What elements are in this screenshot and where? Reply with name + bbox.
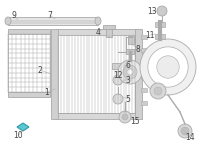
Bar — [8, 29, 50, 34]
Text: 4: 4 — [96, 27, 100, 36]
Bar — [51, 29, 58, 119]
Bar — [55, 113, 138, 119]
Bar — [135, 29, 142, 119]
Text: 6: 6 — [126, 61, 130, 70]
Circle shape — [150, 83, 166, 99]
Text: 3: 3 — [126, 76, 130, 85]
Circle shape — [178, 124, 192, 138]
Bar — [8, 34, 50, 92]
Bar — [155, 22, 165, 27]
Bar — [8, 20, 98, 24]
Circle shape — [140, 39, 196, 95]
Text: 13: 13 — [147, 6, 157, 15]
Text: 5: 5 — [126, 95, 130, 103]
Bar — [8, 17, 98, 25]
Bar — [141, 35, 147, 39]
Circle shape — [127, 69, 133, 75]
Bar — [155, 34, 165, 39]
Text: 9: 9 — [12, 10, 16, 20]
Circle shape — [157, 6, 167, 16]
Text: 14: 14 — [185, 133, 195, 142]
Bar — [58, 35, 135, 113]
Circle shape — [119, 111, 131, 123]
Bar — [126, 49, 134, 54]
Circle shape — [113, 94, 123, 104]
Polygon shape — [17, 123, 29, 131]
Text: 11: 11 — [145, 30, 155, 40]
Bar — [106, 27, 112, 37]
Circle shape — [157, 56, 179, 78]
Bar — [141, 88, 147, 92]
Circle shape — [123, 65, 137, 79]
Text: 1: 1 — [45, 87, 49, 96]
Bar — [141, 61, 147, 65]
Bar — [58, 35, 135, 113]
Text: 15: 15 — [130, 117, 140, 127]
Text: 10: 10 — [13, 132, 23, 141]
Ellipse shape — [5, 17, 11, 25]
Bar — [103, 25, 115, 29]
Bar — [55, 29, 138, 35]
Bar — [8, 92, 50, 97]
Circle shape — [113, 75, 123, 85]
Ellipse shape — [95, 17, 101, 25]
Bar — [141, 75, 147, 79]
Bar — [112, 63, 124, 69]
Circle shape — [122, 114, 128, 120]
Text: 8: 8 — [136, 45, 140, 54]
Circle shape — [181, 127, 189, 135]
Circle shape — [154, 87, 162, 95]
Text: 7: 7 — [48, 10, 52, 20]
Text: 12: 12 — [113, 71, 123, 80]
Circle shape — [148, 47, 188, 87]
Bar — [8, 34, 50, 92]
Text: 2: 2 — [38, 66, 42, 75]
Bar — [141, 48, 147, 52]
Bar — [128, 36, 134, 44]
Bar — [141, 101, 147, 105]
Circle shape — [118, 60, 142, 84]
